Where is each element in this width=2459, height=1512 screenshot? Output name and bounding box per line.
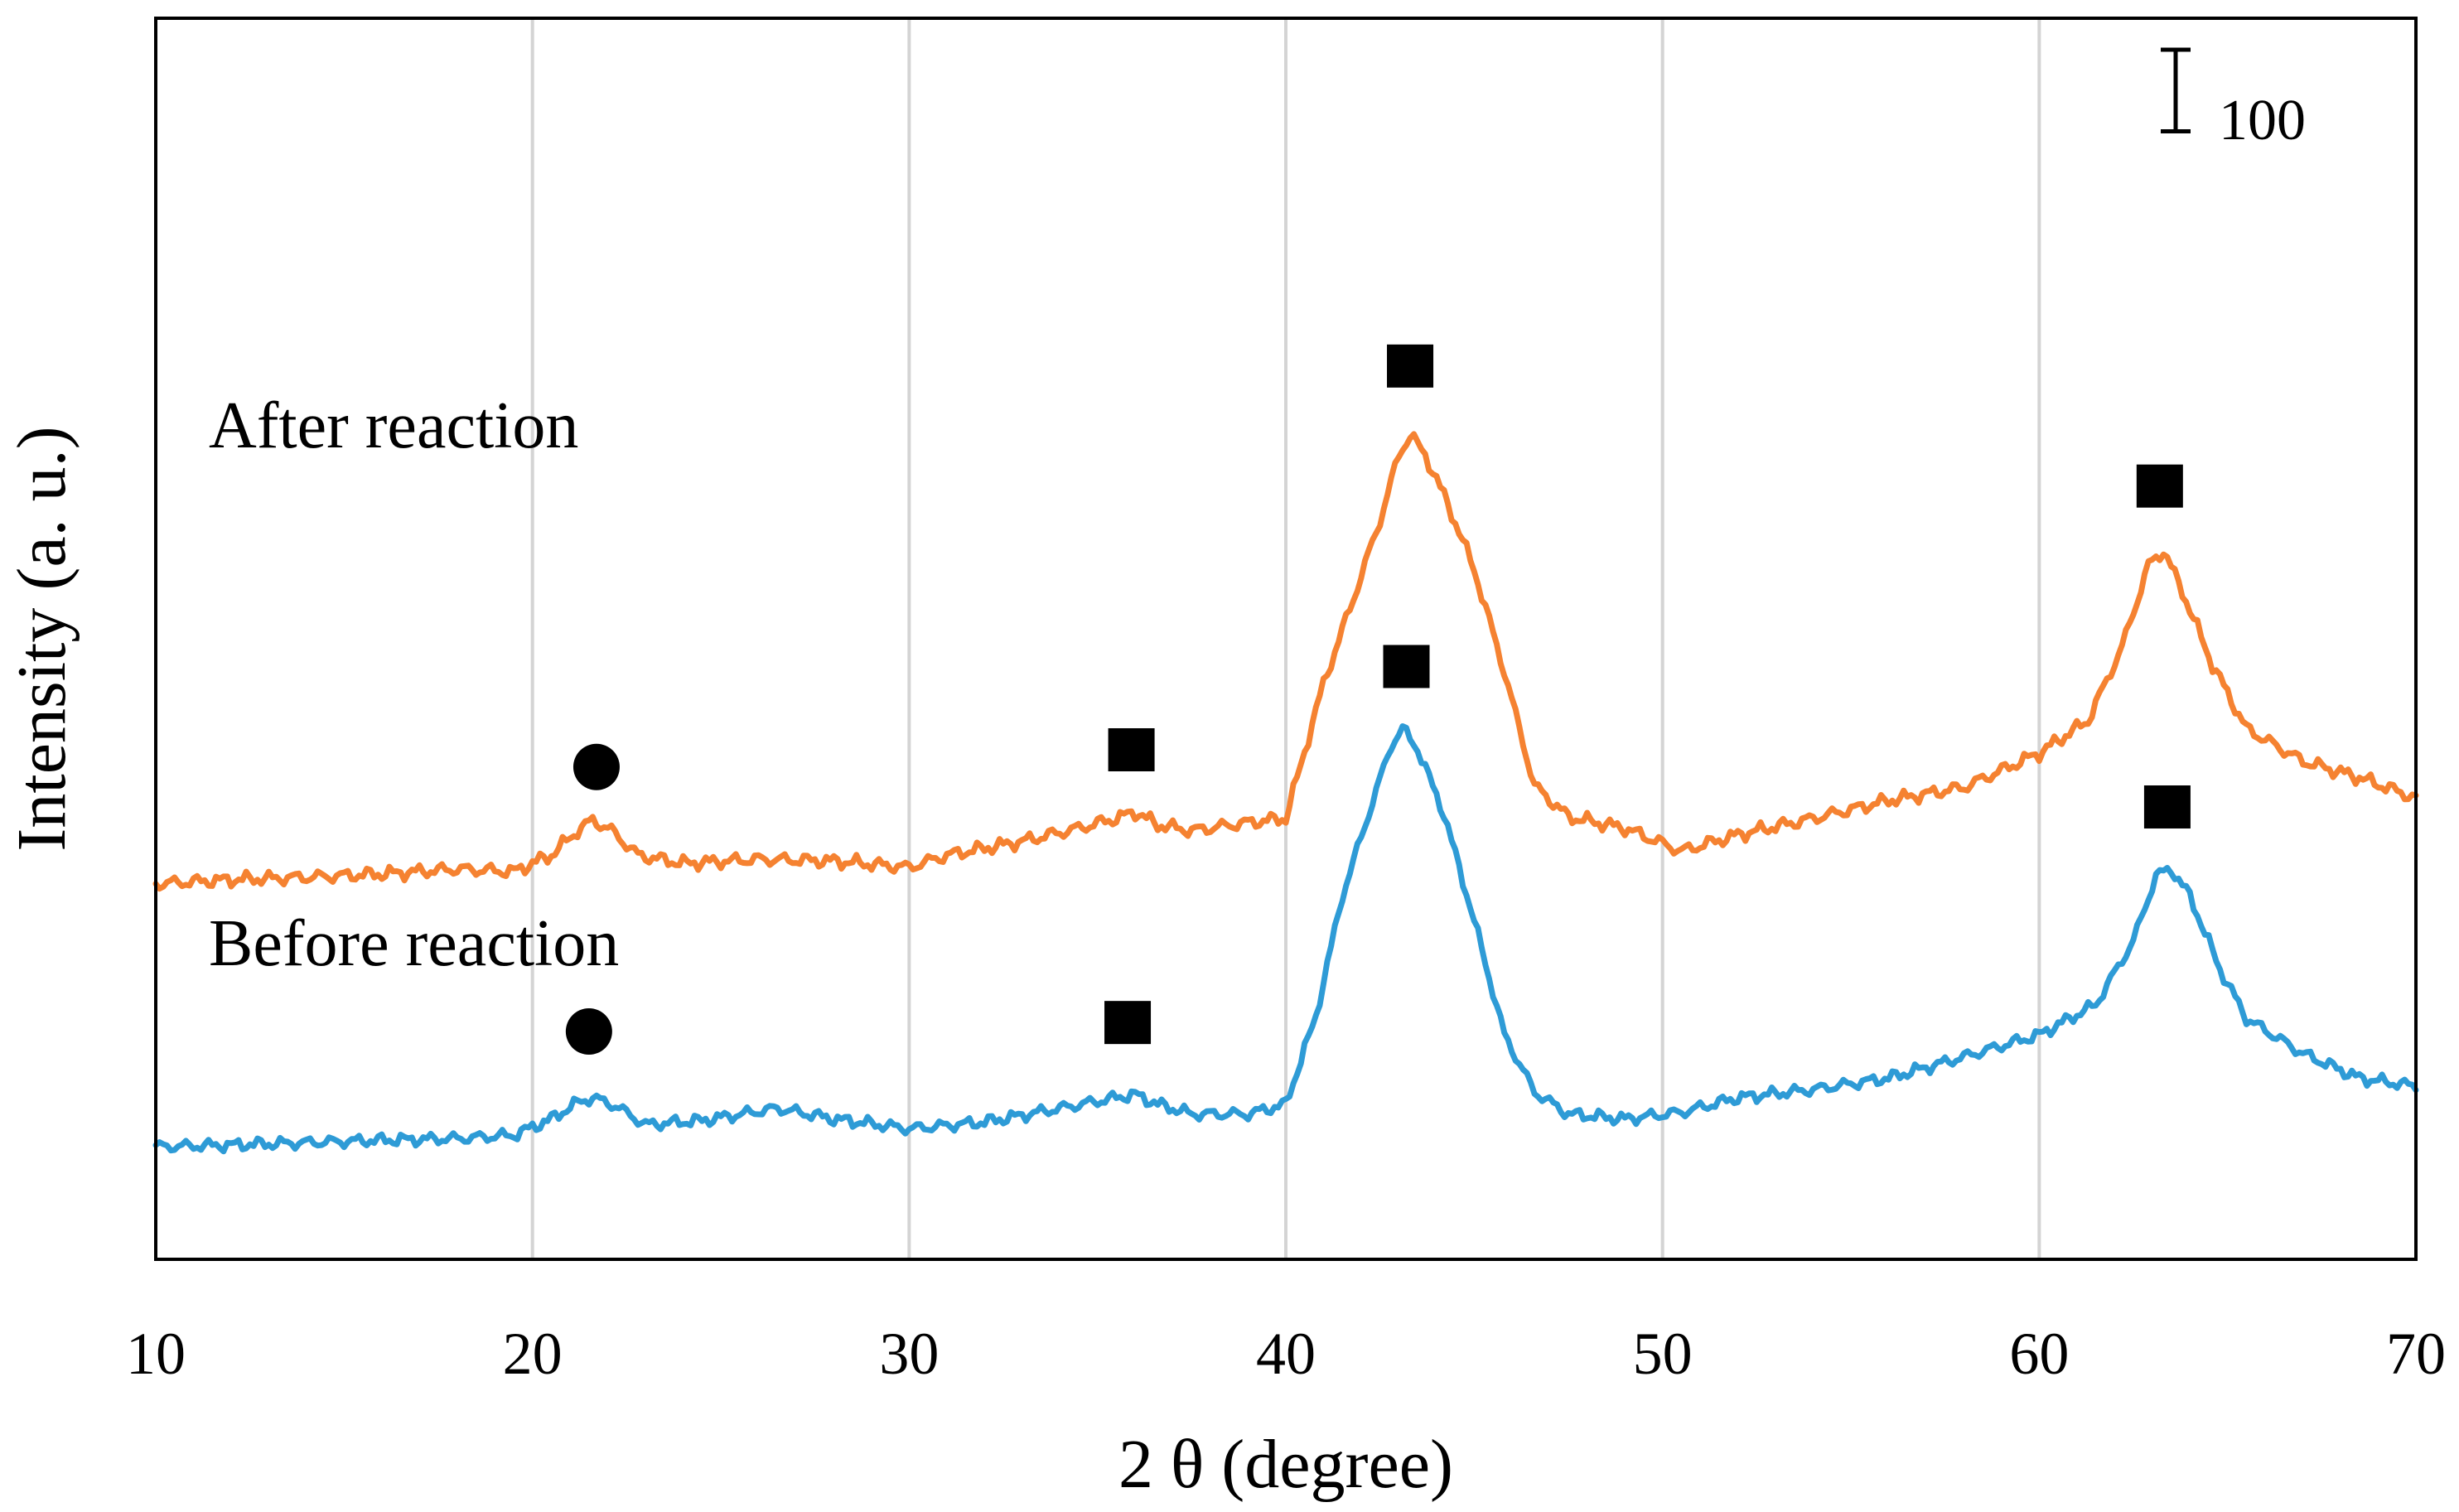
series-layer xyxy=(152,431,2419,1155)
x-tick-label-40: 40 xyxy=(1256,1321,1316,1387)
marker-square-1 xyxy=(1108,728,1155,772)
marker-circle-0 xyxy=(572,743,620,790)
marker-square-6 xyxy=(1383,645,1430,688)
y-axis-label: Intensity (a. u.) xyxy=(3,426,80,851)
marker-square-2 xyxy=(1387,344,1434,388)
scale-bar-label: 100 xyxy=(2219,89,2306,152)
x-axis-label: 2 θ (degree) xyxy=(1118,1426,1453,1503)
series-line-after-reaction xyxy=(152,431,2419,892)
x-tick-label-70: 70 xyxy=(2386,1321,2446,1387)
x-tick-labels: 10 20 30 40 50 60 70 xyxy=(126,1321,2446,1387)
scale-bar xyxy=(2161,47,2191,134)
plot-frame xyxy=(154,17,2418,1261)
series-label-before-reaction: Before reaction xyxy=(209,907,619,980)
x-tick-label-50: 50 xyxy=(1633,1321,1693,1387)
x-tick-label-30: 30 xyxy=(879,1321,939,1387)
marker-square-3 xyxy=(2136,464,2183,508)
series-line-before-reaction xyxy=(152,723,2419,1155)
vertical-gridlines xyxy=(530,18,2041,1259)
series-label-after-reaction: After reaction xyxy=(209,389,578,462)
marker-circle-4 xyxy=(565,1008,612,1056)
marker-square-5 xyxy=(1104,1001,1152,1045)
marker-square-7 xyxy=(2143,785,2191,828)
phase-markers xyxy=(565,344,2191,1056)
x-tick-label-20: 20 xyxy=(503,1321,563,1387)
x-tick-label-10: 10 xyxy=(126,1321,186,1387)
x-tick-label-60: 60 xyxy=(2009,1321,2069,1387)
